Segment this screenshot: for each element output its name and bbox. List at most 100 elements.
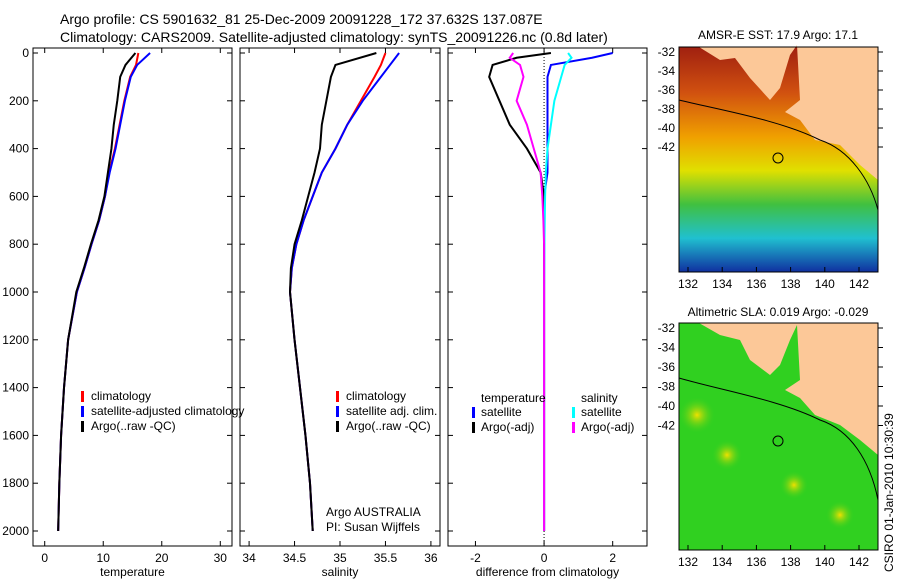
lat-tick-label: -40 (658, 121, 676, 135)
lat-tick-label: -36 (658, 83, 676, 97)
plot-frame (32, 47, 233, 547)
x-tick-label: 0 (41, 551, 48, 565)
map-frame (678, 46, 879, 273)
x-tick-label: 2 (609, 551, 616, 565)
series-salinity-argo-adj- (508, 52, 546, 531)
argo-location-marker (772, 152, 784, 164)
sla-anomaly (780, 471, 808, 499)
annotation-text: PI: Susan Wijffels (326, 520, 420, 534)
lat-tick-label: -32 (658, 321, 676, 335)
panel-2: 34 34.5 35 35.5 36 salinity climatologysatelli… (239, 47, 441, 579)
y-tick-label: 0 (22, 46, 29, 60)
series-temperature-satellite (543, 52, 613, 531)
title-line1: Argo profile: CS 5901632_81 25-Dec-2009 … (60, 11, 543, 27)
x-tick-label: 35.5 (374, 551, 398, 565)
legend-label: satellite (481, 405, 522, 419)
series-argo-raw-qc- (288, 52, 377, 532)
shelf-contour (678, 377, 879, 501)
lat-tick-label: -34 (658, 341, 676, 355)
map-sla: Altimetric SLA: 0.019 Argo: -0.029 -32 -3… (658, 305, 883, 569)
lon-tick-label: 138 (781, 555, 801, 569)
y-tick-label: 200 (9, 94, 29, 108)
series-argo-raw-qc- (57, 52, 137, 532)
x-tick-label: 10 (97, 551, 111, 565)
x-tick-label: 20 (155, 551, 169, 565)
map-sst-title: AMSR-E SST: 17.9 Argo: 17.1 (698, 28, 858, 42)
legend-label: satellite (581, 405, 622, 419)
lon-tick-label: 140 (815, 277, 835, 291)
y-tick-label: 1800 (2, 476, 29, 490)
lat-tick-label: -42 (658, 419, 676, 433)
lat-tick-label: -40 (658, 399, 676, 413)
lat-tick-label: -32 (658, 45, 676, 59)
lat-tick-label: -36 (658, 360, 676, 374)
lon-tick-label: 134 (712, 277, 732, 291)
sla-anomaly (712, 440, 742, 470)
x-tick-label: 35 (333, 551, 347, 565)
x-tick-label: 30 (214, 551, 228, 565)
legend-label: Argo(..raw -QC) (91, 419, 176, 433)
legend-label: satellite-adjusted climatology (91, 404, 244, 418)
map-frame (678, 322, 879, 551)
sla-anomaly (679, 397, 715, 433)
x-tick-label: 34.5 (283, 551, 307, 565)
x-axis-label: difference from climatology (476, 565, 619, 579)
land-mass (699, 45, 878, 180)
legend-swatch (336, 406, 339, 417)
x-tick-label: -2 (470, 551, 481, 565)
lon-tick-label: 132 (678, 555, 698, 569)
series-temperature-argo-adj- (488, 52, 552, 531)
legend-label: Argo(..raw -QC) (346, 419, 431, 433)
legend-swatch (572, 407, 575, 418)
shelf-contour (678, 99, 879, 211)
series-climatology (288, 52, 387, 532)
legend-swatch (336, 391, 339, 402)
map-sla-title: Altimetric SLA: 0.019 Argo: -0.029 (688, 305, 869, 319)
legend-label: climatology (91, 389, 151, 403)
series-satellite-adjusted-climatology (57, 52, 151, 532)
title-line2: Climatology: CARS2009. Satellite-adjuste… (60, 29, 608, 45)
x-axis-label: temperature (100, 565, 165, 579)
lon-tick-label: 136 (746, 555, 766, 569)
y-tick-label: 600 (9, 189, 29, 203)
series-climatology (57, 52, 140, 532)
argo-location-marker (772, 435, 784, 447)
y-tick-label: 1200 (2, 333, 29, 347)
lon-tick-label: 132 (678, 277, 698, 291)
footer-timestamp: CSIRO 01-Jan-2010 10:30:39 (882, 413, 896, 572)
legend-swatch (81, 391, 84, 402)
annotation-text: Argo AUSTRALIA (326, 505, 421, 519)
x-tick-label: 0 (541, 551, 548, 565)
y-tick-label: 1000 (2, 285, 29, 299)
x-tick-label: 34 (242, 551, 256, 565)
legend-swatch (472, 422, 475, 433)
y-tick-label: 1400 (2, 381, 29, 395)
y-tick-label: 400 (9, 142, 29, 156)
lon-tick-label: 136 (746, 277, 766, 291)
legend-label: Argo(-adj) (481, 420, 534, 434)
legend-label: satellite adj. clim. (346, 404, 437, 418)
land-mass (699, 323, 878, 455)
lon-tick-label: 134 (712, 555, 732, 569)
plot-frame (447, 47, 648, 547)
sla-anomaly (826, 501, 854, 529)
legend-title: salinity (581, 391, 618, 405)
lon-tick-label: 142 (849, 555, 869, 569)
legend-title: temperature (481, 391, 546, 405)
x-tick-label: 36 (424, 551, 438, 565)
y-tick-label: 2000 (2, 524, 29, 538)
legend-swatch (81, 421, 84, 432)
lon-tick-label: 138 (781, 277, 801, 291)
legend-swatch (81, 406, 84, 417)
legend-swatch (572, 422, 575, 433)
lat-tick-label: -34 (658, 64, 676, 78)
lat-tick-label: -38 (658, 380, 676, 394)
lon-tick-label: 140 (815, 555, 835, 569)
map-sst: AMSR-E SST: 17.9 Argo: 17.1 -32 -34 -36 -38… (658, 28, 883, 291)
legend-label: Argo(-adj) (581, 420, 634, 434)
legend-label: climatology (346, 389, 406, 403)
legend-swatch (472, 407, 475, 418)
series-satellite-adj-clim- (288, 52, 400, 532)
